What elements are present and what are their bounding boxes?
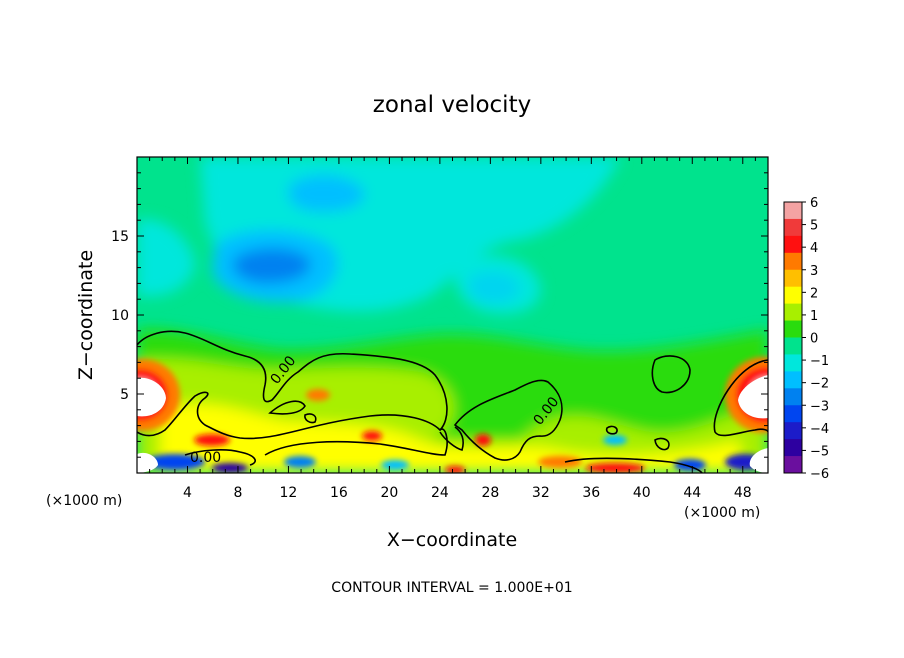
field-white-patches — [137, 375, 768, 473]
contour-line-6 — [453, 379, 563, 461]
colorbar-label: 6 — [810, 196, 818, 211]
white-right-top — [738, 375, 768, 419]
field-core-light-3 — [468, 272, 520, 303]
field-blob-3 — [362, 431, 382, 441]
white-right-bottom — [749, 448, 768, 473]
contour-zero — [137, 330, 768, 473]
field-neg-5 — [603, 435, 627, 445]
white-left-bottom — [137, 452, 158, 473]
field-blob-5 — [538, 456, 582, 468]
field-lower-yellow — [160, 403, 740, 473]
colorbar-label: 0 — [810, 332, 818, 347]
x-tick-label: 12 — [280, 485, 298, 501]
colorbar-label: 5 — [810, 219, 818, 234]
colorbar-swatch — [784, 252, 802, 271]
contour-line-4 — [304, 413, 317, 424]
colorbar-swatch — [784, 354, 802, 372]
contour-line-9 — [605, 425, 618, 435]
field-neg-2 — [212, 463, 248, 473]
x-axis: 4 8 12 16 20 24 28 32 36 40 44 48 — [149, 157, 756, 501]
colorbar-swatch — [784, 202, 802, 220]
contour-label-2: 0.00 — [190, 450, 221, 466]
colorbar-label: 3 — [810, 264, 818, 279]
x-tick-label: 4 — [183, 485, 192, 501]
x-tick-label: 20 — [380, 485, 398, 501]
contour-line-3 — [268, 400, 306, 415]
colorbar-swatch — [784, 405, 802, 423]
colorbar-swatch — [784, 303, 802, 322]
x-tick-label: 36 — [582, 485, 600, 501]
white-left-top — [137, 377, 166, 417]
colorbar-label: 4 — [810, 241, 818, 256]
x-unit-label-left: (×1000 m) — [46, 493, 122, 509]
field-blob-1 — [194, 434, 230, 446]
colorbar-swatch — [784, 371, 802, 389]
colorbar-swatch — [784, 439, 802, 457]
plot-area: 0.00 0.00 0.00 — [137, 157, 768, 473]
y-tick-label: 15 — [111, 229, 129, 245]
x-tick-label: 40 — [633, 485, 651, 501]
x-tick-label: 28 — [481, 485, 499, 501]
colorbar-swatch — [784, 218, 802, 237]
field-blob-7 — [445, 466, 465, 473]
x-unit-label-right: (×1000 m) — [684, 505, 760, 521]
colorbar: 6 5 4 3 2 1 0 −1 −2 −3 −4 −5 −6 — [783, 196, 829, 482]
field-neg-1 — [145, 454, 205, 470]
colorbar-label: 1 — [810, 309, 818, 324]
contour-line-7 — [439, 426, 464, 451]
y-axis-title: Z−coordinate — [75, 250, 97, 380]
contour-interval-note: CONTOUR INTERVAL = 1.000E+01 — [331, 580, 572, 596]
field-core-light-2 — [288, 175, 365, 212]
colorbar-swatch — [784, 269, 802, 288]
colorbar-label: −3 — [810, 399, 829, 414]
colorbar-label: −6 — [810, 467, 829, 482]
field-neg-4 — [381, 460, 409, 470]
x-tick-label: 32 — [532, 485, 550, 501]
contour-line-2 — [184, 449, 256, 466]
x-tick-label: 8 — [233, 485, 242, 501]
contour-line-12 — [564, 457, 703, 473]
chart-title: zonal velocity — [373, 92, 531, 118]
contour-line-10 — [654, 437, 670, 451]
contour-line-5 — [264, 428, 448, 456]
colorbar-swatch — [784, 456, 802, 474]
contour-line-11 — [713, 359, 768, 437]
y-tick-label: 10 — [111, 308, 129, 324]
colorbar-label: −1 — [810, 354, 829, 369]
x-tick-label: 48 — [734, 485, 752, 501]
y-tick-label: 5 — [120, 387, 129, 403]
field-blob-4 — [475, 434, 491, 446]
field-blob-6 — [585, 463, 645, 473]
y-axis: 5 10 15 — [111, 172, 768, 458]
colorbar-label: −4 — [810, 422, 829, 437]
field-neg-6 — [674, 459, 706, 471]
x-tick-label: 24 — [431, 485, 449, 501]
field-left-cyan — [137, 219, 195, 297]
colorbar-label: 2 — [810, 286, 818, 301]
field-core-dark — [232, 248, 311, 284]
colorbar-swatch — [784, 320, 802, 338]
velocity-field — [137, 157, 768, 473]
x-tick-label: 16 — [330, 485, 348, 501]
colorbar-label: −5 — [810, 444, 829, 459]
colorbar-swatch — [784, 388, 802, 406]
contour-line-8 — [651, 355, 691, 394]
colorbar-label: −2 — [810, 377, 829, 392]
colorbar-swatch — [784, 235, 802, 254]
x-tick-label: 44 — [683, 485, 701, 501]
field-neg-3 — [284, 456, 316, 468]
field-blob-2 — [306, 389, 330, 401]
x-axis-title: X−coordinate — [387, 529, 517, 551]
colorbar-swatch — [784, 422, 802, 440]
colorbar-swatch — [784, 286, 802, 305]
colorbar-swatch — [784, 337, 802, 355]
